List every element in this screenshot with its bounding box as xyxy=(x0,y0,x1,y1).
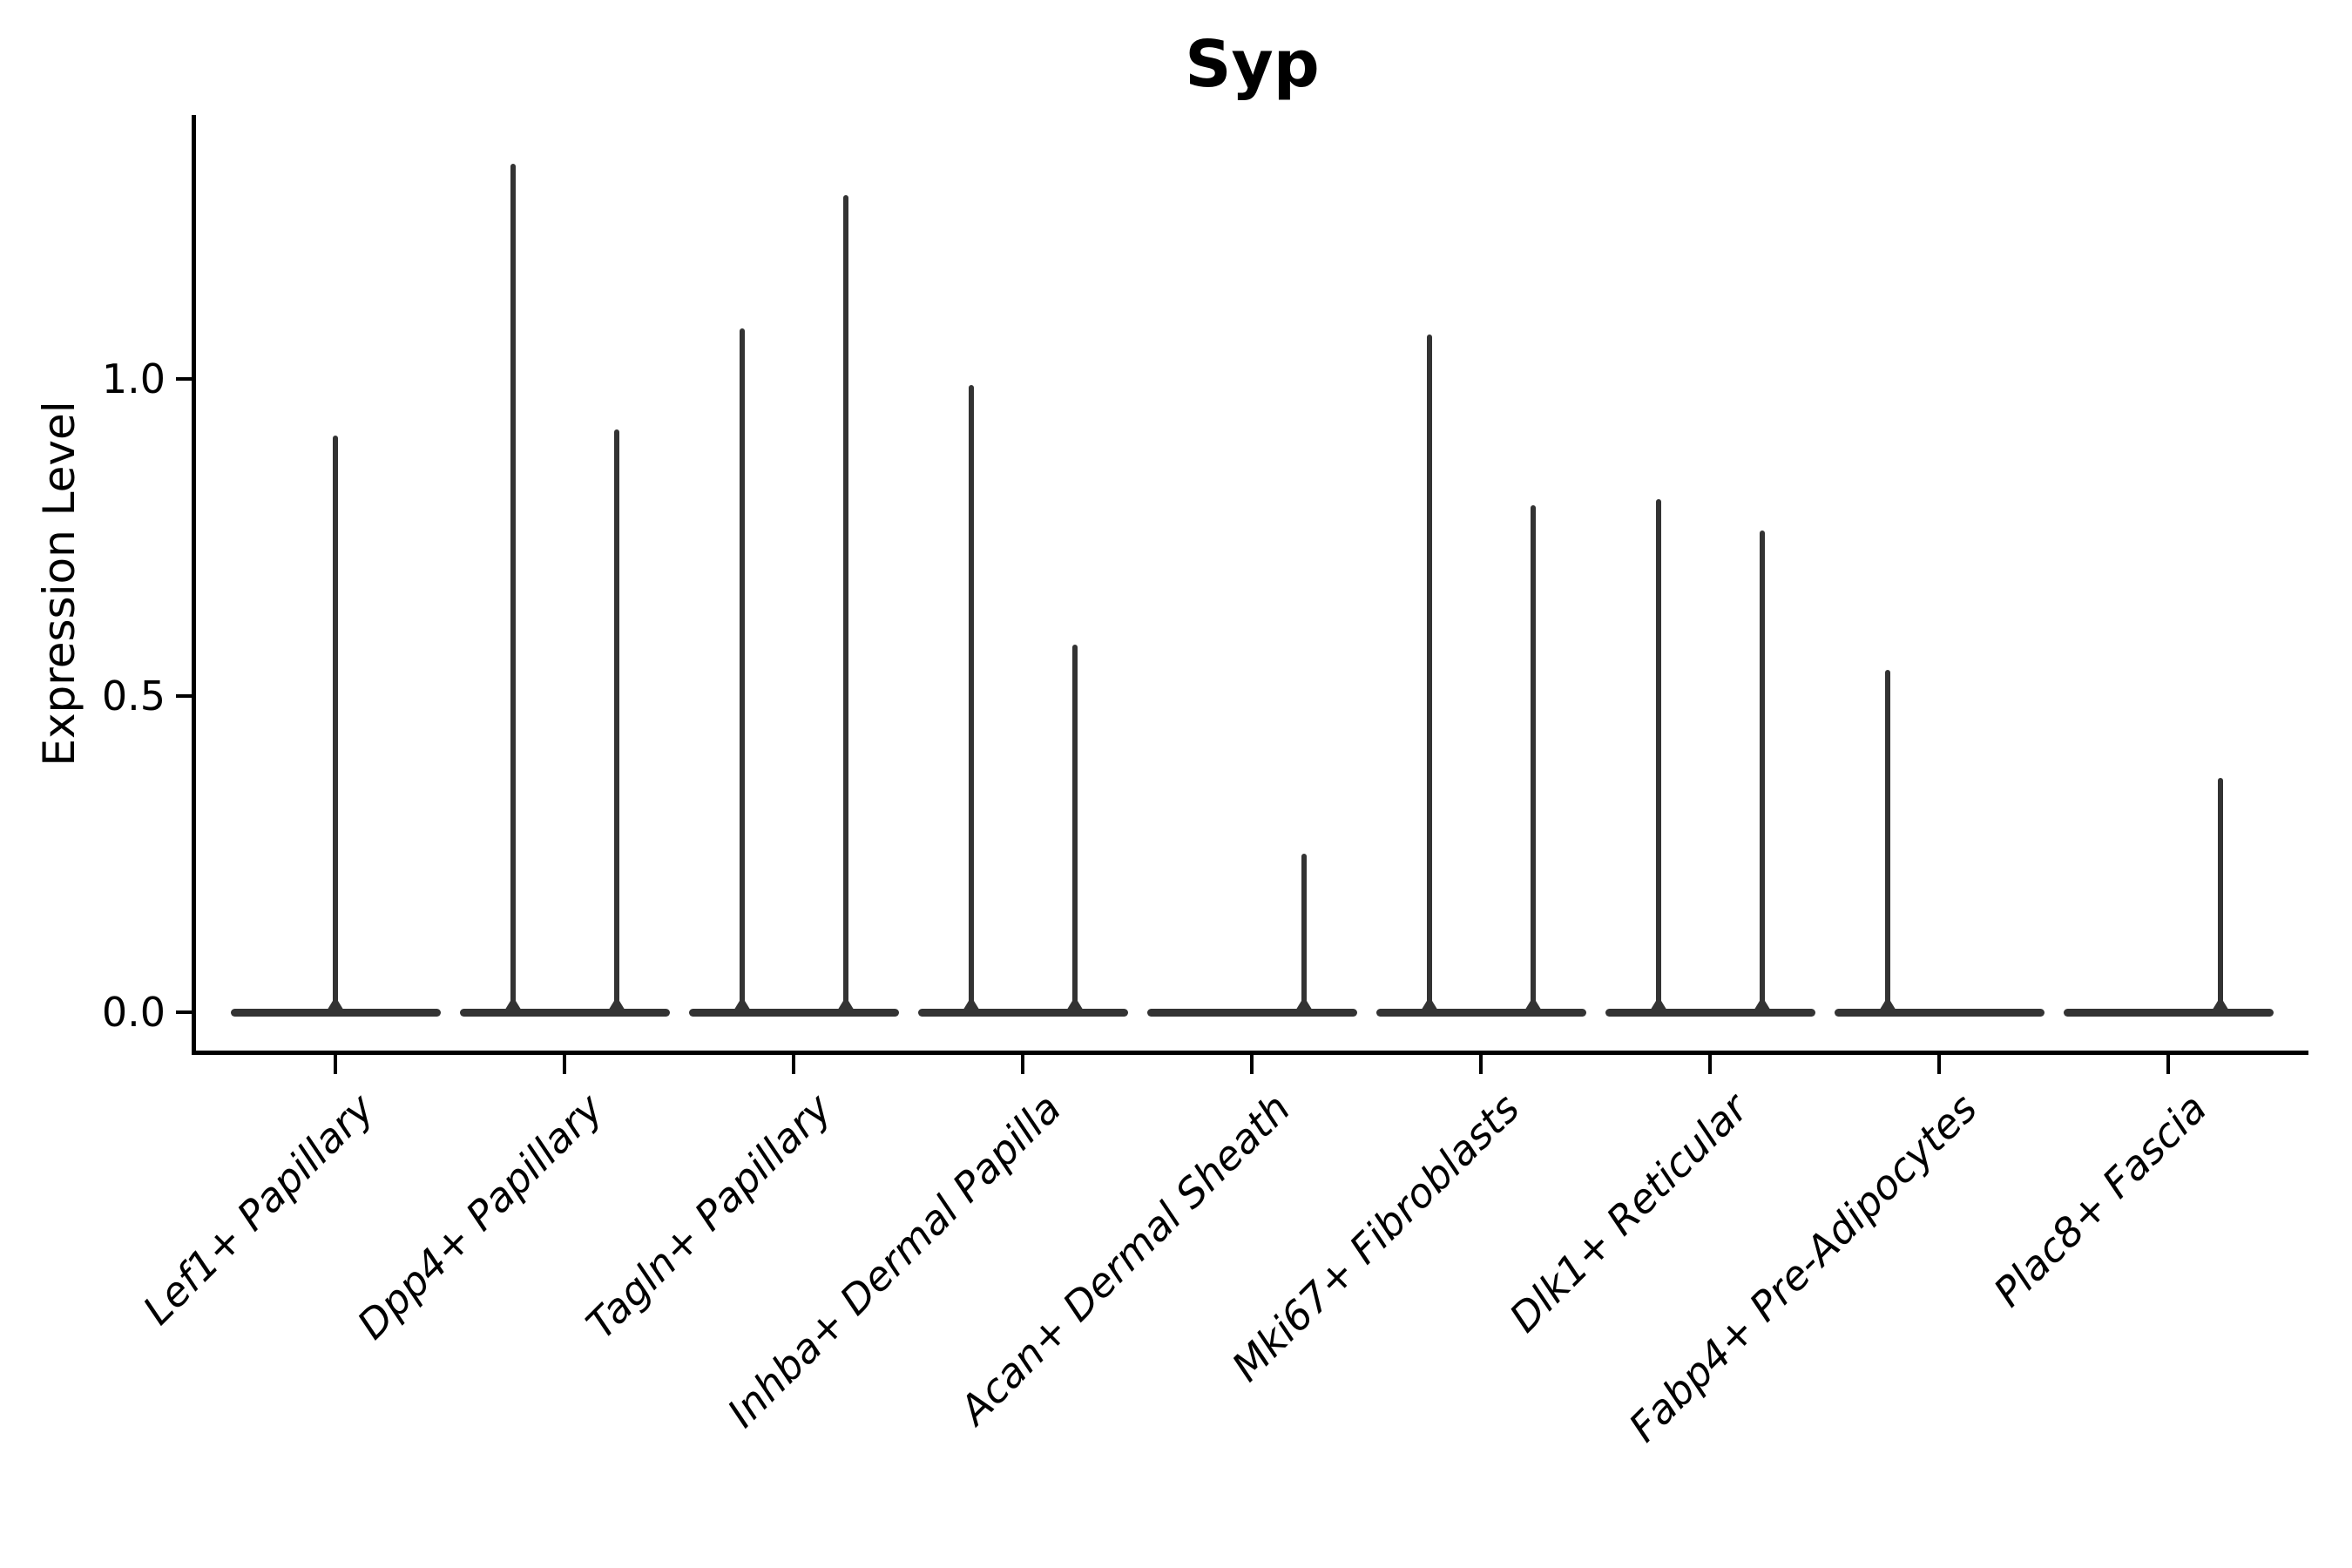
chart-title: Syp xyxy=(1185,27,1320,102)
x-tick-mark xyxy=(1937,1055,1941,1074)
violin-spike xyxy=(2217,778,2223,1012)
violin-base xyxy=(917,1008,1128,1017)
y-tick-mark xyxy=(176,693,192,698)
violin-spike xyxy=(739,328,745,1012)
x-tick-label: Dlk1+ Reticular xyxy=(1500,1085,1758,1342)
violin-spike xyxy=(1426,335,1432,1012)
violin-base xyxy=(230,1008,441,1017)
violin-spike xyxy=(1530,505,1536,1012)
y-tick-label: 0.0 xyxy=(101,989,166,1036)
violin-spike xyxy=(1759,531,1765,1012)
x-axis-spine xyxy=(192,1051,2308,1055)
x-tick-mark xyxy=(334,1055,337,1074)
x-tick-mark xyxy=(1708,1055,1712,1074)
x-tick-mark xyxy=(792,1055,795,1074)
violin-spike xyxy=(968,385,974,1012)
violin-base xyxy=(459,1008,670,1017)
x-tick-mark xyxy=(563,1055,566,1074)
violin-spike xyxy=(1884,670,1890,1012)
violin-base xyxy=(2063,1008,2274,1017)
violin-base xyxy=(1375,1008,1586,1017)
x-tick-label: Tagln+ Papillary xyxy=(577,1085,841,1348)
x-tick-mark xyxy=(2166,1055,2170,1074)
violin-spike xyxy=(1655,499,1661,1012)
x-tick-label: Lef1+ Papillary xyxy=(133,1085,383,1334)
violin-spike xyxy=(510,163,516,1012)
violin-spike xyxy=(1301,854,1307,1012)
violin-base xyxy=(1146,1008,1357,1017)
violin-base xyxy=(1834,1008,2044,1017)
violin-spike xyxy=(1071,645,1078,1012)
violin-base xyxy=(688,1008,899,1017)
violin-base xyxy=(1605,1008,1815,1017)
x-tick-mark xyxy=(1479,1055,1483,1074)
y-tick-mark xyxy=(176,1010,192,1014)
x-tick-mark xyxy=(1021,1055,1024,1074)
y-tick-label: 1.0 xyxy=(101,355,166,402)
violin-spike xyxy=(333,436,338,1012)
y-tick-label: 0.5 xyxy=(101,672,166,720)
y-tick-mark xyxy=(176,377,192,381)
y-axis-spine xyxy=(192,115,196,1055)
x-tick-mark xyxy=(1250,1055,1254,1074)
violin-spike xyxy=(613,429,619,1012)
violin-spike xyxy=(842,195,848,1012)
x-tick-label: Dpp4+ Papillary xyxy=(348,1085,612,1348)
x-tick-label: Plac8+ Fascia xyxy=(1984,1085,2216,1316)
